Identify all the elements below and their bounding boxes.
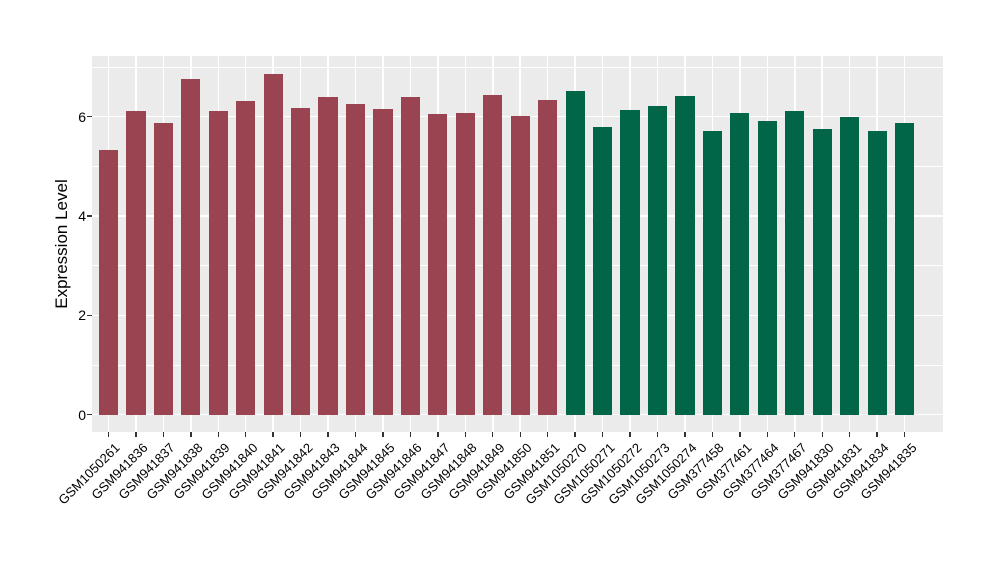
bar <box>208 110 228 415</box>
x-tick-mark <box>409 432 412 437</box>
x-tick-mark <box>382 432 384 437</box>
x-tick-mark <box>272 432 274 437</box>
bar <box>98 149 119 415</box>
bar <box>455 113 475 415</box>
x-tick-mark <box>794 432 796 437</box>
bar <box>840 117 860 415</box>
bar <box>730 112 750 415</box>
x-tick-mark <box>464 432 467 437</box>
x-tick-mark <box>601 432 604 437</box>
y-tick-label: 4 <box>78 207 86 224</box>
bar <box>400 96 421 415</box>
x-tick-mark <box>519 432 521 437</box>
x-tick-mark <box>848 432 851 437</box>
y-major-gridline <box>92 413 943 416</box>
x-tick-mark <box>492 432 494 437</box>
x-tick-mark <box>821 432 823 437</box>
x-tick-mark <box>574 432 576 437</box>
bar <box>510 116 530 415</box>
x-tick-mark <box>217 432 219 437</box>
y-tick-mark <box>87 314 92 316</box>
y-tick-label: 6 <box>78 108 86 125</box>
plot-panel <box>92 56 943 432</box>
y-tick-mark <box>87 115 92 118</box>
x-tick-mark <box>437 432 439 437</box>
x-tick-mark <box>107 432 110 437</box>
bar <box>757 120 777 415</box>
bar <box>867 131 887 415</box>
bar <box>345 104 366 415</box>
y-tick-label: 0 <box>78 406 86 423</box>
x-tick-mark <box>711 432 714 437</box>
bar <box>126 110 146 415</box>
x-tick-mark <box>135 432 137 437</box>
bar <box>538 100 558 415</box>
x-tick-mark <box>299 432 302 437</box>
bar <box>620 109 640 415</box>
x-tick-mark <box>629 432 631 437</box>
y-minor-gridline <box>92 66 943 68</box>
bar <box>153 123 173 415</box>
bar <box>483 95 503 415</box>
y-tick-label: 2 <box>78 307 86 324</box>
x-tick-mark <box>162 432 165 437</box>
bar <box>181 79 201 415</box>
x-tick-mark <box>327 432 329 437</box>
bar <box>647 105 668 415</box>
bar <box>428 114 448 415</box>
x-tick-mark <box>903 432 906 437</box>
bar <box>675 95 695 415</box>
x-tick-mark <box>245 432 247 437</box>
bar <box>565 90 585 415</box>
x-tick-mark <box>656 432 659 437</box>
y-tick-mark <box>87 413 92 416</box>
bar <box>318 97 338 415</box>
x-tick-mark <box>876 432 878 437</box>
x-tick-mark <box>190 432 192 437</box>
y-axis-title: Expression Level <box>52 179 71 309</box>
bar <box>785 110 805 415</box>
x-tick-mark <box>546 432 549 437</box>
bar <box>291 107 311 415</box>
y-tick-mark <box>87 215 92 217</box>
x-tick-mark <box>684 432 686 437</box>
bar <box>373 108 393 415</box>
bar <box>263 73 283 415</box>
bar <box>894 122 915 415</box>
x-tick-mark <box>766 432 768 437</box>
bar <box>812 129 832 415</box>
bar <box>702 131 722 415</box>
bar <box>236 100 256 415</box>
bar <box>592 127 613 415</box>
x-tick-mark <box>739 432 741 437</box>
x-tick-mark <box>354 432 357 437</box>
